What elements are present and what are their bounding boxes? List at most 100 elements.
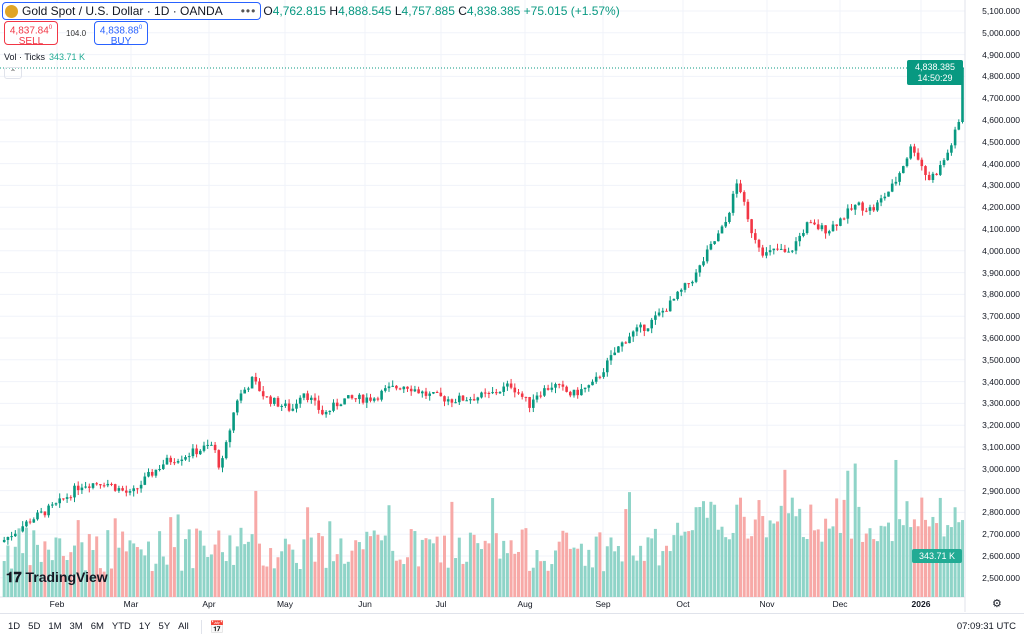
range-button-5d[interactable]: 5D xyxy=(28,621,41,632)
sell-button[interactable]: 4,837.840 SELL xyxy=(4,21,58,47)
x-tick-label: Jun xyxy=(358,599,372,609)
range-button-ytd[interactable]: YTD xyxy=(111,621,131,632)
x-tick-label: Apr xyxy=(202,599,216,609)
volume-bar xyxy=(650,538,654,597)
y-tick-label: 3,900.000 xyxy=(982,267,1020,278)
volume-bar xyxy=(857,506,861,597)
clock[interactable]: 07:09:31 UTC xyxy=(956,621,1016,632)
candle-body xyxy=(110,483,113,485)
volume-bar xyxy=(287,544,291,597)
range-button-5y[interactable]: 5Y xyxy=(158,621,171,632)
candle-body xyxy=(668,300,672,312)
volume-bar xyxy=(542,560,546,597)
candle-body xyxy=(724,221,727,227)
volume-bar xyxy=(468,532,472,597)
candle-body xyxy=(535,395,539,400)
volume-bar xyxy=(568,548,572,597)
volume-bar xyxy=(783,469,787,597)
range-button-3m[interactable]: 3M xyxy=(69,621,83,632)
candle-body xyxy=(946,152,949,161)
candle-body xyxy=(513,387,517,393)
range-button-all[interactable]: All xyxy=(178,621,189,632)
candle-body xyxy=(480,392,483,398)
volume-bar xyxy=(661,551,665,597)
candle-body xyxy=(287,403,291,411)
volume-bar xyxy=(306,507,310,597)
volume-bar xyxy=(150,571,154,597)
candle-body xyxy=(846,208,850,219)
volume-bar xyxy=(291,549,295,597)
candle-body xyxy=(498,391,502,394)
tradingview-logo-icon: 𝟏𝟕 xyxy=(6,569,22,585)
volume-bar xyxy=(132,543,136,597)
symbol-selector[interactable]: Gold Spot / U.S. Dollar · 1D · OANDA ••• xyxy=(2,2,262,20)
range-button-1m[interactable]: 1M xyxy=(48,621,62,632)
candle-body xyxy=(476,397,480,401)
volume-bar xyxy=(128,540,132,597)
candle-body xyxy=(224,442,228,459)
volume-bar xyxy=(158,531,162,597)
candle-body xyxy=(809,222,813,224)
volume-bar xyxy=(365,531,369,597)
price-chart[interactable] xyxy=(0,0,1024,612)
volume-bar xyxy=(480,549,483,597)
candle-body xyxy=(754,233,757,240)
candle-body xyxy=(409,388,413,392)
volume-bar xyxy=(757,500,761,597)
volume-bar xyxy=(883,526,887,597)
volume-bar xyxy=(746,538,750,597)
candle-body xyxy=(339,404,343,407)
goto-date-icon[interactable]: 📅 xyxy=(200,619,225,634)
candle-body xyxy=(842,218,846,220)
volume-bar xyxy=(387,505,391,597)
candle-body xyxy=(332,402,335,411)
candle-body xyxy=(739,183,742,193)
candle-body xyxy=(654,315,657,320)
candle-body xyxy=(213,444,217,451)
volume-bar xyxy=(246,541,250,597)
candle-body xyxy=(495,392,498,394)
settings-icon[interactable]: ⚙ xyxy=(992,598,1002,610)
candle-body xyxy=(402,386,406,390)
tradingview-logo[interactable]: 𝟏𝟕 TradingView xyxy=(6,569,108,585)
candle-body xyxy=(572,389,576,396)
candle-body xyxy=(335,402,339,407)
candle-body xyxy=(439,392,443,397)
range-button-1y[interactable]: 1Y xyxy=(138,621,151,632)
range-button-6m[interactable]: 6M xyxy=(90,621,104,632)
volume-bar xyxy=(84,570,88,597)
candle-body xyxy=(295,403,298,409)
volume-bar xyxy=(864,533,868,597)
candle-body xyxy=(757,239,761,248)
candle-body xyxy=(606,360,609,373)
candle-body xyxy=(794,241,798,251)
volume-bar xyxy=(250,534,254,597)
candle-body xyxy=(391,385,394,387)
volume-bar xyxy=(320,536,324,597)
buy-button[interactable]: 4,838.880 BUY xyxy=(94,21,149,47)
volume-bar xyxy=(646,537,650,597)
volume-bar xyxy=(69,552,73,597)
volume-bar xyxy=(176,514,180,597)
candle-body xyxy=(680,289,683,292)
y-tick-label: 3,800.000 xyxy=(982,289,1020,300)
range-button-1d[interactable]: 1D xyxy=(8,621,21,632)
candle-body xyxy=(387,386,391,389)
collapse-legend-button[interactable]: ⌃ xyxy=(4,67,22,79)
volume-bar xyxy=(961,520,964,597)
candle-body xyxy=(491,392,494,394)
volume-bar xyxy=(572,547,576,597)
y-tick-label: 2,500.000 xyxy=(982,572,1020,583)
candle-body xyxy=(102,485,106,487)
candle-body xyxy=(657,312,661,316)
volume-bar xyxy=(690,530,694,597)
more-icon[interactable]: ••• xyxy=(240,4,257,18)
candle-body xyxy=(872,207,875,211)
volume-bar xyxy=(110,568,113,597)
volume-bar xyxy=(494,533,498,597)
candle-body xyxy=(935,173,938,175)
y-tick-label: 2,800.000 xyxy=(982,507,1020,518)
volume-bar xyxy=(713,504,717,597)
volume-bar xyxy=(335,554,339,597)
y-tick-label: 3,700.000 xyxy=(982,311,1020,322)
